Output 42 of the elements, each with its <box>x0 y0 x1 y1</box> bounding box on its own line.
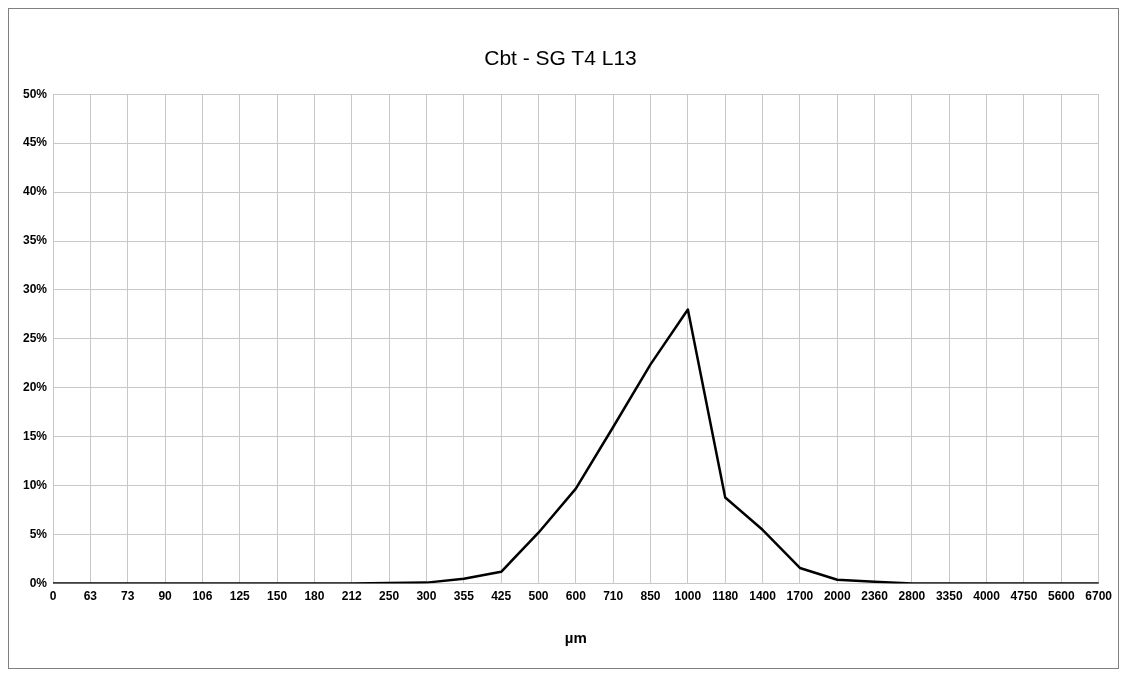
x-tick-label: 106 <box>192 589 213 604</box>
x-tick-label: 2360 <box>861 589 889 604</box>
y-tick-label: 5% <box>29 526 48 541</box>
y-tick-label: 10% <box>22 478 48 493</box>
x-tick-label: 6700 <box>1085 589 1113 604</box>
x-tick-label: 4750 <box>1010 589 1038 604</box>
x-tick-label: 500 <box>528 589 549 604</box>
y-tick-label: 45% <box>22 135 48 150</box>
x-tick-label: 1000 <box>674 589 702 604</box>
x-tick-label: 212 <box>341 589 363 604</box>
x-tick-label: 355 <box>453 589 475 604</box>
x-tick-label: 63 <box>83 589 98 604</box>
x-tick-label: 300 <box>416 589 437 604</box>
x-tick-label: 5600 <box>1047 589 1075 604</box>
x-axis-title: µm <box>564 629 587 647</box>
x-tick-label: 600 <box>565 589 587 604</box>
x-tick-label: 73 <box>121 589 135 604</box>
x-tick-label: 250 <box>379 589 400 604</box>
y-tick-label: 20% <box>22 380 48 395</box>
x-tick-label: 2800 <box>898 589 926 604</box>
x-tick-label: 2000 <box>823 589 851 604</box>
x-tick-label: 125 <box>229 589 251 604</box>
chart-title: Cbt - SG T4 L13 <box>484 46 637 70</box>
x-tick-label: 180 <box>304 589 325 604</box>
x-tick-label: 90 <box>158 589 173 604</box>
x-tick-label: 1400 <box>749 589 777 604</box>
x-tick-label: 0 <box>49 589 57 604</box>
y-tick-label: 0% <box>29 575 48 590</box>
x-tick-label: 3350 <box>935 589 963 604</box>
y-tick-label: 15% <box>22 429 48 444</box>
x-tick-label: 850 <box>640 589 661 604</box>
y-tick-label: 35% <box>22 233 48 248</box>
x-tick-label: 710 <box>603 589 624 604</box>
x-tick-label: 4000 <box>973 589 1001 604</box>
x-tick-label: 425 <box>491 589 512 604</box>
y-tick-label: 50% <box>22 86 48 101</box>
x-tick-label: 150 <box>267 589 288 604</box>
y-tick-label: 25% <box>22 331 48 346</box>
x-tick-label: 1700 <box>786 589 814 604</box>
y-tick-label: 30% <box>22 282 48 297</box>
y-tick-label: 40% <box>22 184 48 199</box>
x-tick-label: 1180 <box>712 589 739 604</box>
